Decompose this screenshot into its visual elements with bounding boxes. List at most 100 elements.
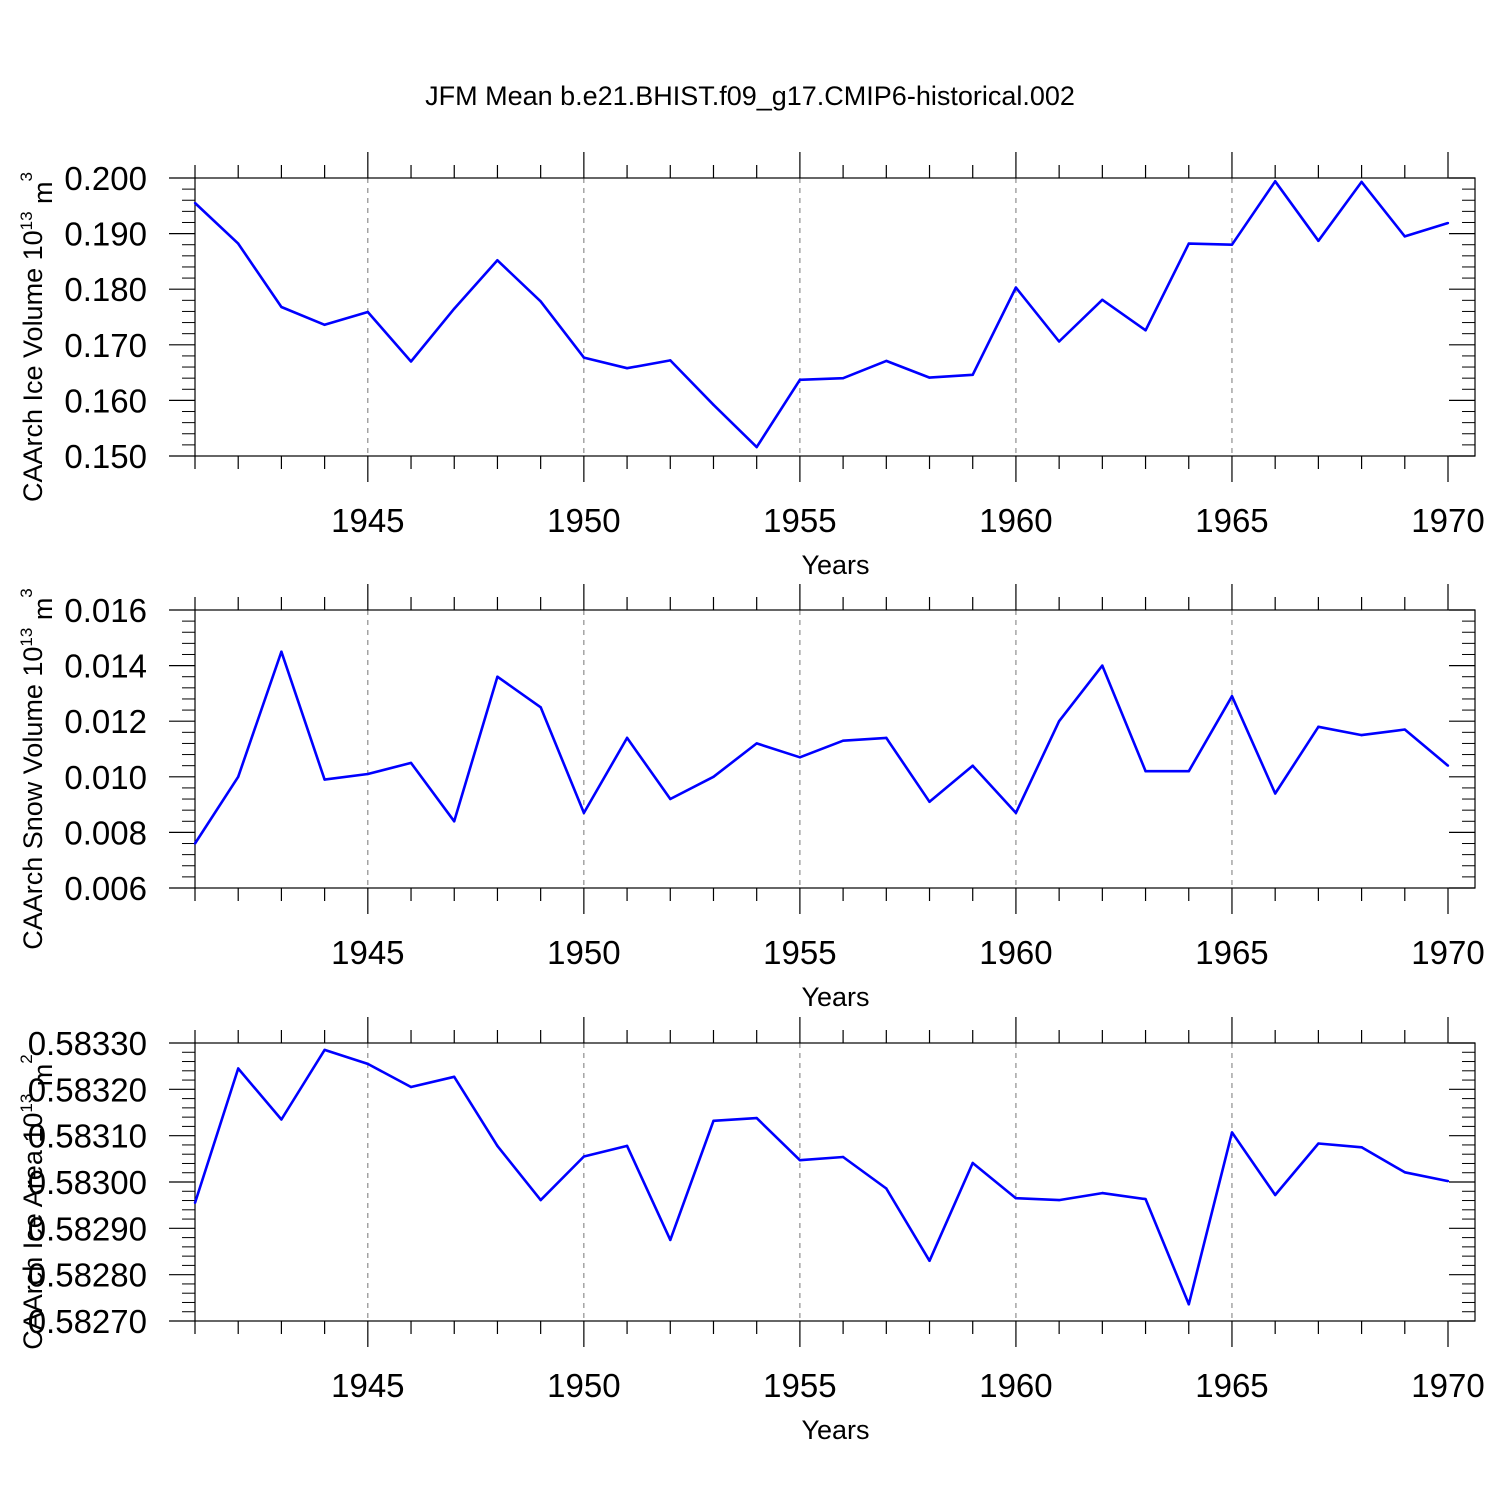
data-point [1446, 221, 1450, 225]
x-tick-label: 1965 [1195, 934, 1268, 971]
x-tick-label: 1970 [1411, 1367, 1484, 1404]
data-point [193, 201, 197, 205]
data-point [1273, 792, 1277, 795]
y-tick-label: 0.58330 [28, 1025, 147, 1062]
data-point [1057, 340, 1061, 343]
y-tick-label: 0.014 [64, 648, 147, 685]
panel-3: 0.58270 0.58280 0.58290 0.58300 0.58310 0.583… [17, 1017, 1485, 1445]
series-line [194, 180, 1449, 449]
data-point [971, 1161, 974, 1165]
data-point [1057, 1198, 1061, 1202]
x-tick-label: 1965 [1195, 502, 1268, 539]
data-point [928, 1259, 931, 1262]
data-point [193, 842, 197, 845]
data-point [755, 742, 758, 745]
data-point [798, 756, 802, 759]
data-point [582, 811, 586, 815]
series-line [193, 650, 1449, 845]
y-tick-label: 0.58290 [28, 1210, 147, 1247]
plot-frame [194, 609, 1476, 889]
x-axis-label: Years [801, 550, 869, 580]
data-point [625, 1144, 629, 1148]
data-point [712, 775, 715, 778]
data-point [712, 403, 715, 407]
plot-frame [194, 1042, 1476, 1322]
y-tick-label: 0.180 [64, 271, 147, 308]
y-axis-label-part: 13 [17, 628, 36, 647]
data-point [539, 1198, 542, 1202]
data-point [409, 360, 413, 363]
y-axis-label: CAArch Ice Area 1013 m2 [17, 1054, 58, 1350]
x-tick-label: 1950 [547, 934, 620, 971]
data-point [1101, 298, 1104, 301]
y-tick-label: 0.58300 [28, 1164, 147, 1201]
data-point [1446, 1179, 1450, 1183]
y-axis-label-part: 13 [17, 1094, 36, 1113]
y-axis-label: CAArch Snow Volume 1013 m3 [17, 588, 58, 950]
y-tick-label: 0.190 [64, 216, 147, 253]
x-tick-label: 1950 [547, 502, 620, 539]
data-point [1273, 1193, 1277, 1197]
data-point [755, 1116, 758, 1120]
data-point [582, 1155, 586, 1158]
data-point [1317, 239, 1320, 243]
data-point [237, 775, 240, 778]
x-tick-label: 1955 [763, 934, 836, 971]
data-point [496, 1144, 499, 1148]
data-point [1403, 728, 1406, 731]
data-point [885, 359, 888, 363]
data-point [280, 1118, 283, 1121]
data-point [798, 1159, 802, 1162]
y-tick-label: 0.008 [64, 814, 147, 851]
data-point [1101, 664, 1104, 667]
data-point [366, 772, 370, 776]
data-point [1403, 235, 1406, 238]
data-point [669, 1238, 672, 1242]
x-tick-label: 1960 [979, 934, 1052, 971]
data-point [928, 376, 931, 379]
data-point [669, 359, 672, 362]
y-tick-label: 0.160 [64, 382, 147, 419]
data-point [1360, 180, 1363, 184]
series-line [193, 1048, 1449, 1306]
data-point [1403, 1171, 1406, 1174]
data-point [1317, 1142, 1320, 1145]
data-point [366, 1062, 370, 1066]
y-tick-label: 0.006 [64, 870, 147, 907]
data-point [323, 1048, 326, 1052]
y-axis-label-part: m [28, 598, 58, 628]
y-axis-label-part: CAArch Ice Volume 10 [18, 230, 48, 502]
data-point [496, 675, 499, 678]
y-tick-label: 0.150 [64, 438, 147, 475]
data-point [453, 820, 456, 823]
data-point [669, 797, 672, 801]
x-tick-label: 1945 [331, 934, 404, 971]
data-point [323, 778, 326, 781]
x-tick-label: 1945 [331, 502, 404, 539]
data-point [237, 242, 240, 245]
y-tick-label: 0.58310 [28, 1118, 147, 1155]
x-tick-label: 1965 [1195, 1367, 1268, 1404]
y-tick-label: 0.200 [64, 160, 147, 197]
x-tick-label: 1970 [1411, 502, 1484, 539]
y-tick-label: 0.58270 [28, 1303, 147, 1340]
plot-frame [194, 177, 1476, 457]
data-point [280, 650, 283, 653]
y-tick-label: 0.170 [64, 327, 147, 364]
y-axis-label-part: CAArch Snow Volume 10 [18, 647, 48, 950]
data-point [1360, 1146, 1363, 1149]
y-axis-label: CAArch Ice Volume 1013 m3 [17, 172, 58, 502]
data-point [323, 323, 326, 326]
data-point [1187, 242, 1190, 245]
y-tick-label: 0.58320 [28, 1071, 147, 1108]
data-point [1101, 1191, 1104, 1195]
data-point [841, 739, 845, 742]
y-tick-label: 0.016 [64, 592, 147, 629]
data-point [841, 1155, 845, 1159]
data-point [1057, 720, 1061, 723]
data-point [971, 373, 974, 377]
x-tick-label: 1955 [763, 1367, 836, 1404]
data-point [755, 445, 758, 449]
data-point [237, 1067, 240, 1070]
